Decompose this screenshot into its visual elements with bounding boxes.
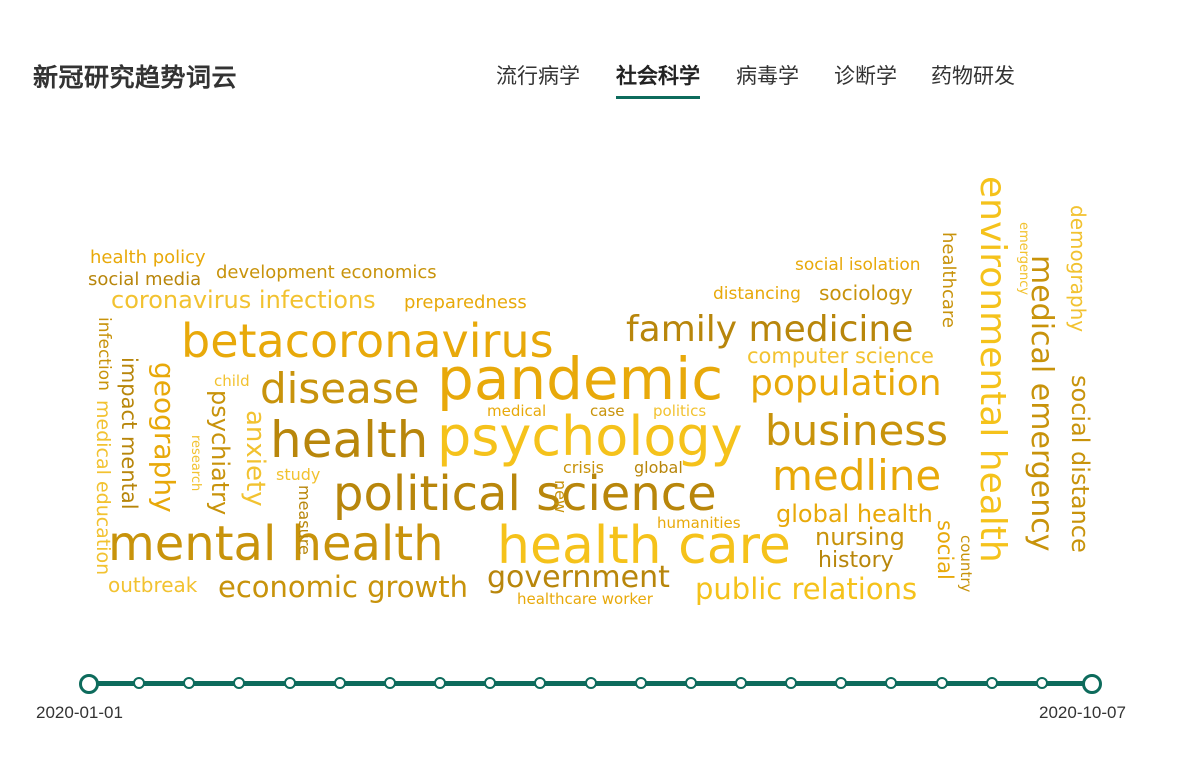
- word-cloud-word[interactable]: mental health: [108, 516, 444, 572]
- word-cloud-word[interactable]: environmental health: [972, 176, 1013, 563]
- timeline-stop[interactable]: [634, 677, 647, 689]
- word-cloud-word[interactable]: geography: [148, 362, 181, 513]
- word-cloud-word[interactable]: public relations: [695, 572, 918, 606]
- timeline-stop[interactable]: [885, 677, 898, 689]
- timeline-stop[interactable]: [484, 677, 497, 689]
- timeline-stop[interactable]: [133, 677, 146, 689]
- word-cloud-word[interactable]: coronavirus infections: [111, 286, 376, 314]
- word-cloud-word[interactable]: preparedness: [404, 292, 527, 313]
- timeline-end-label: 2020-10-07: [1039, 703, 1126, 722]
- tab-virology[interactable]: 病毒学: [736, 64, 799, 88]
- timeline-stop[interactable]: [684, 677, 697, 689]
- word-cloud-word[interactable]: health care: [497, 516, 791, 576]
- timeline-stop[interactable]: [1035, 677, 1048, 689]
- timeline-stop[interactable]: [935, 677, 948, 689]
- word-cloud-word[interactable]: social media: [88, 269, 202, 290]
- word-cloud-word[interactable]: health policy: [90, 247, 206, 268]
- word-cloud-word[interactable]: impact mental: [117, 357, 141, 510]
- timeline-start-label: 2020-01-01: [36, 703, 123, 722]
- word-cloud-word[interactable]: family medicine: [626, 309, 914, 350]
- word-cloud-word[interactable]: healthcare: [938, 232, 959, 328]
- tab-social-science[interactable]: 社会科学: [616, 60, 700, 99]
- word-cloud-word[interactable]: distancing: [713, 284, 801, 304]
- word-cloud-word[interactable]: social: [933, 520, 957, 580]
- word-cloud-word[interactable]: emergency: [1016, 222, 1031, 296]
- word-cloud-word[interactable]: population: [750, 363, 942, 404]
- word-cloud-word[interactable]: demography: [1066, 205, 1090, 333]
- word-cloud-word[interactable]: child: [214, 372, 250, 390]
- word-cloud-word[interactable]: medical: [487, 402, 547, 420]
- word-cloud-word[interactable]: medical education: [92, 400, 114, 576]
- timeline-stop[interactable]: [383, 677, 396, 689]
- word-cloud-word[interactable]: betacoronavirus: [181, 314, 554, 368]
- word-cloud-word[interactable]: health: [270, 411, 429, 469]
- timeline-stop[interactable]: [434, 677, 447, 689]
- word-cloud-word[interactable]: global: [634, 458, 683, 477]
- word-cloud-word[interactable]: psychology: [437, 405, 743, 468]
- word-cloud-word[interactable]: anxiety: [240, 410, 270, 507]
- word-cloud-word[interactable]: infection: [94, 317, 114, 391]
- word-cloud-word[interactable]: business: [765, 406, 949, 455]
- word-cloud-word[interactable]: government: [487, 560, 670, 595]
- tab-epidemiology[interactable]: 流行病学: [496, 64, 580, 88]
- tab-drug-development[interactable]: 药物研发: [931, 64, 1015, 88]
- timeline-stop[interactable]: [233, 677, 246, 689]
- word-cloud-word[interactable]: sociology: [819, 281, 913, 305]
- timeline-stop[interactable]: [835, 677, 848, 689]
- word-cloud-word[interactable]: development economics: [216, 262, 437, 283]
- word-cloud-word[interactable]: research: [188, 435, 203, 492]
- app-title: 新冠研究趋势词云: [33, 63, 238, 92]
- word-cloud-word[interactable]: global health: [776, 500, 933, 528]
- word-cloud-word[interactable]: history: [818, 548, 894, 573]
- word-cloud-word[interactable]: psychiatry: [206, 390, 234, 516]
- timeline-stop[interactable]: [985, 677, 998, 689]
- word-cloud-word[interactable]: country: [957, 535, 975, 593]
- word-cloud-word[interactable]: social isolation: [795, 255, 921, 275]
- word-cloud-word[interactable]: crisis: [563, 458, 604, 477]
- word-cloud-word[interactable]: medical emergency: [1024, 255, 1059, 552]
- word-cloud-word[interactable]: new: [551, 480, 570, 514]
- word-cloud-word[interactable]: economic growth: [218, 570, 469, 604]
- word-cloud-word[interactable]: case: [590, 402, 625, 420]
- word-cloud: pandemic psychology health care mental h…: [88, 176, 1094, 608]
- word-cloud-word[interactable]: politics: [653, 402, 707, 420]
- timeline-stop[interactable]: [333, 677, 346, 689]
- word-cloud-word[interactable]: social distance: [1066, 375, 1094, 553]
- word-cloud-word[interactable]: pandemic: [437, 345, 724, 413]
- timeline-end-handle[interactable]: [1082, 674, 1102, 694]
- word-cloud-word[interactable]: computer science: [747, 344, 934, 368]
- word-cloud-word[interactable]: nursing: [815, 523, 905, 551]
- word-cloud-word[interactable]: disease: [260, 364, 420, 413]
- word-cloud-word[interactable]: humanities: [657, 514, 741, 532]
- timeline-stop[interactable]: [283, 677, 296, 689]
- word-cloud-word[interactable]: measure: [295, 485, 314, 555]
- timeline-stop[interactable]: [534, 677, 547, 689]
- timeline-stop[interactable]: [584, 677, 597, 689]
- timeline-stop[interactable]: [734, 677, 747, 689]
- word-cloud-word[interactable]: healthcare worker: [517, 590, 653, 608]
- timeline-stop[interactable]: [183, 677, 196, 689]
- timeline-stop[interactable]: [785, 677, 798, 689]
- tab-diagnostics[interactable]: 诊断学: [834, 64, 897, 88]
- word-cloud-word[interactable]: study: [276, 465, 321, 484]
- word-cloud-word[interactable]: political science: [333, 466, 717, 522]
- word-cloud-word[interactable]: medline: [772, 451, 942, 500]
- word-cloud-word[interactable]: outbreak: [108, 573, 198, 597]
- timeline-end-handle[interactable]: [79, 674, 99, 694]
